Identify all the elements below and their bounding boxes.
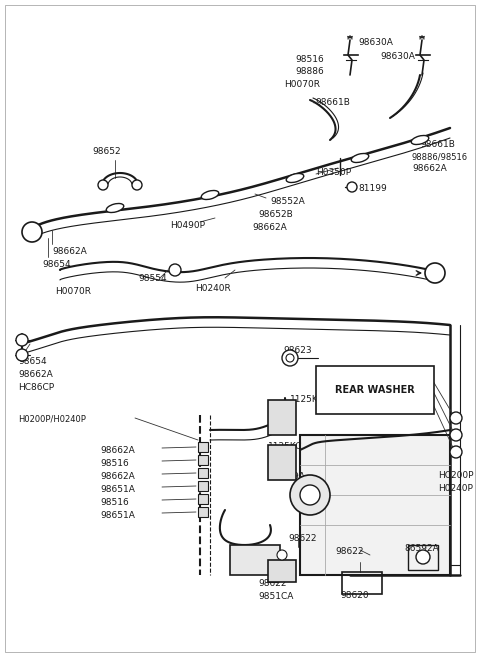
Bar [198, 442, 208, 452]
Circle shape [277, 550, 287, 560]
Circle shape [169, 264, 181, 276]
Text: HC86CP: HC86CP [18, 383, 54, 392]
Text: 98622: 98622 [288, 534, 316, 543]
Text: 98630A: 98630A [380, 52, 415, 61]
Ellipse shape [286, 173, 304, 183]
Circle shape [416, 550, 430, 564]
Text: H0240R: H0240R [195, 284, 231, 293]
Text: 98661B: 98661B [420, 140, 455, 149]
Text: 98654: 98654 [18, 357, 47, 366]
Text: A: A [27, 229, 33, 237]
Text: HC200P: HC200P [438, 471, 473, 480]
Text: 98622: 98622 [335, 547, 363, 556]
Text: 98661B: 98661B [315, 98, 350, 107]
Text: 98662A: 98662A [395, 398, 430, 407]
Text: 98620: 98620 [340, 591, 369, 600]
Text: 98516: 98516 [100, 459, 129, 468]
Circle shape [132, 180, 142, 190]
Text: A: A [430, 269, 436, 279]
Text: 98662A: 98662A [100, 472, 135, 481]
Text: H0350P: H0350P [316, 168, 351, 177]
Text: 98662A: 98662A [412, 164, 447, 173]
Text: 98886: 98886 [295, 67, 324, 76]
Bar [342, 572, 382, 594]
Ellipse shape [351, 154, 369, 162]
Text: 98652: 98652 [92, 147, 120, 156]
Text: 98623: 98623 [283, 346, 312, 355]
Text: 98662A: 98662A [52, 247, 87, 256]
Bar [268, 560, 296, 582]
Bar [268, 445, 296, 480]
Text: 98886/98516: 98886/98516 [412, 152, 468, 161]
Circle shape [425, 263, 445, 283]
Circle shape [450, 446, 462, 458]
Circle shape [450, 412, 462, 424]
Text: H0490P: H0490P [170, 221, 205, 230]
Circle shape [347, 182, 357, 192]
Text: 98662A: 98662A [100, 446, 135, 455]
Text: 98516: 98516 [397, 385, 426, 394]
Text: 98651A: 98651A [100, 511, 135, 520]
Bar [268, 400, 296, 435]
Ellipse shape [411, 135, 429, 145]
Bar [230, 545, 280, 575]
Text: 98662A: 98662A [18, 370, 53, 379]
Bar [198, 494, 208, 504]
Text: 98651A: 98651A [100, 485, 135, 494]
Text: 98662A: 98662A [395, 372, 430, 381]
Circle shape [300, 485, 320, 505]
Circle shape [98, 180, 108, 190]
Text: 86592A: 86592A [404, 544, 439, 553]
Circle shape [16, 349, 28, 361]
Bar [408, 545, 438, 570]
Text: H0200P/H0240P: H0200P/H0240P [18, 414, 86, 423]
Text: H0070R: H0070R [55, 287, 91, 296]
Bar [198, 481, 208, 491]
Text: H0240P: H0240P [438, 484, 473, 493]
Bar [198, 468, 208, 478]
Text: 9851CA: 9851CA [258, 592, 293, 601]
Text: H0070R: H0070R [284, 80, 320, 89]
Text: 98516: 98516 [295, 55, 324, 64]
Circle shape [290, 475, 330, 515]
Bar [300, 435, 450, 575]
Text: 98622: 98622 [258, 579, 287, 588]
Circle shape [16, 334, 28, 346]
Text: 98552A: 98552A [270, 197, 305, 206]
Bar [198, 507, 208, 517]
Circle shape [282, 350, 298, 366]
Text: 98654: 98654 [42, 260, 71, 269]
Text: 1125KC: 1125KC [290, 395, 324, 404]
Bar [198, 455, 208, 465]
Circle shape [22, 222, 42, 242]
Text: 81199: 81199 [358, 184, 387, 193]
Text: 98630A: 98630A [358, 38, 393, 47]
Circle shape [286, 354, 294, 362]
Text: 98516: 98516 [100, 498, 129, 507]
Circle shape [450, 429, 462, 441]
Text: 98510A: 98510A [270, 472, 305, 481]
Text: 98554: 98554 [138, 274, 167, 283]
Text: 98652B: 98652B [258, 210, 293, 219]
Text: REAR WASHER: REAR WASHER [335, 385, 415, 395]
Ellipse shape [106, 204, 124, 212]
Ellipse shape [201, 191, 219, 200]
Text: 1125KC: 1125KC [268, 442, 302, 451]
Text: 98662A: 98662A [252, 223, 287, 232]
